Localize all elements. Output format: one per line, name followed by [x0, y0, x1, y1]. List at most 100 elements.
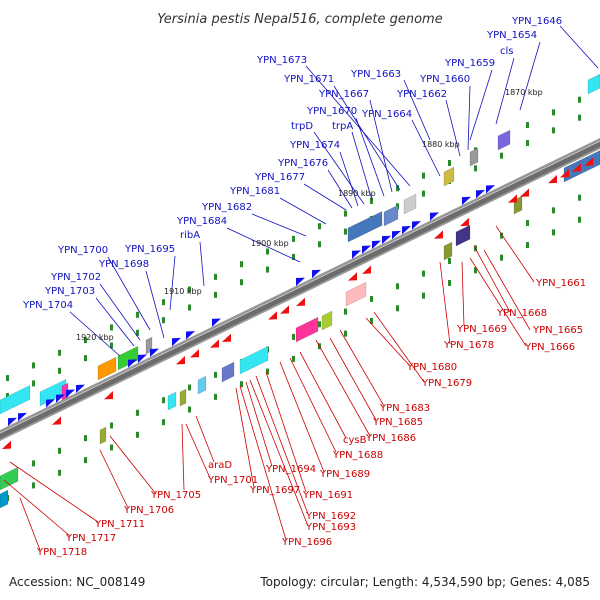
gene-label: YPN_1646 [511, 16, 562, 27]
gene-arrow [382, 235, 391, 245]
track-dot [344, 308, 347, 315]
gene-arrow [548, 174, 557, 184]
leader-line [327, 169, 353, 209]
track-dot [448, 159, 451, 166]
feature-block [0, 385, 31, 415]
leader-line [195, 415, 215, 463]
track-dot [6, 375, 9, 382]
scale-mark: 1890 kbp [338, 189, 376, 198]
track-dot [526, 122, 529, 129]
track-dot [58, 469, 61, 476]
track-dot [578, 96, 581, 103]
gene-arrow [66, 389, 75, 398]
track-dot [474, 267, 477, 274]
track-dot [188, 286, 191, 293]
gene-arrow [2, 440, 11, 450]
gene-arrow [138, 354, 147, 363]
gene-label: YPN_1671 [283, 74, 334, 85]
leader-line [169, 255, 176, 311]
track-dot [240, 381, 243, 388]
track-dot [6, 393, 9, 400]
leader-lines [3, 25, 599, 551]
genome-backbone [0, 138, 600, 441]
gene-arrow [348, 272, 357, 281]
track-dot [370, 295, 373, 302]
track-dot [474, 165, 477, 172]
track-dot [422, 190, 425, 197]
leader-line [185, 423, 211, 479]
gene-arrow [476, 189, 485, 199]
leader-line [403, 79, 431, 141]
leader-line [373, 311, 425, 383]
track-dot [214, 371, 217, 378]
track-dot [396, 185, 399, 192]
leader-line [145, 270, 165, 339]
track-dot [370, 317, 373, 324]
gene-label: YPN_1718 [36, 547, 87, 558]
gene-arrow [18, 412, 27, 422]
track-dot [266, 248, 269, 255]
leader-line [519, 41, 541, 111]
gene-label: YPN_1669 [456, 324, 507, 335]
leader-line [181, 423, 185, 491]
gene-label: YPN_1700 [57, 245, 108, 256]
leader-line [3, 479, 71, 537]
track-dot [58, 367, 61, 374]
gene-label: YPN_1697 [249, 485, 300, 496]
gene-label: YPN_1689 [319, 469, 370, 480]
feature-block [221, 361, 235, 383]
track-dot [110, 324, 113, 331]
track-dot [318, 223, 321, 230]
gene-label: YPN_1696 [281, 537, 332, 548]
track-dot [188, 384, 191, 391]
gene-arrow [56, 394, 65, 403]
gene-label: YPN_1706 [123, 505, 174, 516]
gene-label: trpA [332, 121, 353, 132]
gene-arrow [572, 163, 581, 172]
gene-arrow [508, 194, 517, 203]
track-dot [500, 152, 503, 159]
track-dot [422, 270, 425, 277]
track-dot [578, 194, 581, 201]
gene-label: YPN_1688 [332, 450, 383, 461]
leader-line [305, 65, 411, 187]
track-dot [318, 321, 321, 328]
gene-label: araD [208, 460, 232, 471]
track-dot [266, 368, 269, 375]
gene-label: YPN_1682 [201, 202, 252, 213]
leader-line [339, 151, 359, 207]
leader-line [483, 249, 531, 331]
gene-arrow [296, 297, 305, 306]
leader-line [439, 261, 451, 345]
gene-label: YPN_1679 [421, 378, 472, 389]
track-dot [396, 305, 399, 312]
gene-label: YPN_1684 [176, 216, 227, 227]
leader-line [411, 119, 441, 177]
leader-line [279, 361, 325, 473]
forward-labels: YPN_1646 YPN_1654 cls YPN_1659 YPN_1660 … [22, 16, 562, 311]
track-dot [266, 266, 269, 273]
gene-label: YPN_1661 [535, 278, 586, 289]
gene-label: YPN_1681 [229, 186, 280, 197]
leader-line [461, 261, 465, 327]
gene-arrow [402, 225, 411, 235]
leader-line [235, 387, 255, 489]
gene-arrow [392, 230, 401, 240]
track-dot [422, 172, 425, 179]
feature-block [295, 316, 319, 343]
feature-block [563, 150, 600, 183]
leader-line [69, 311, 121, 357]
gene-arrow [486, 185, 495, 194]
leader-line [255, 375, 309, 515]
leader-line [226, 227, 301, 263]
track-dot [344, 330, 347, 337]
gene-arrow [352, 250, 361, 259]
gene-label: YPN_1659 [444, 58, 495, 69]
track-dot [318, 241, 321, 248]
track-dot [32, 362, 35, 369]
gene-arrow [560, 169, 569, 178]
feature-block [443, 241, 453, 261]
map-title: Yersinia pestis Nepal516, complete genom… [157, 12, 442, 27]
feature-block [455, 224, 471, 247]
